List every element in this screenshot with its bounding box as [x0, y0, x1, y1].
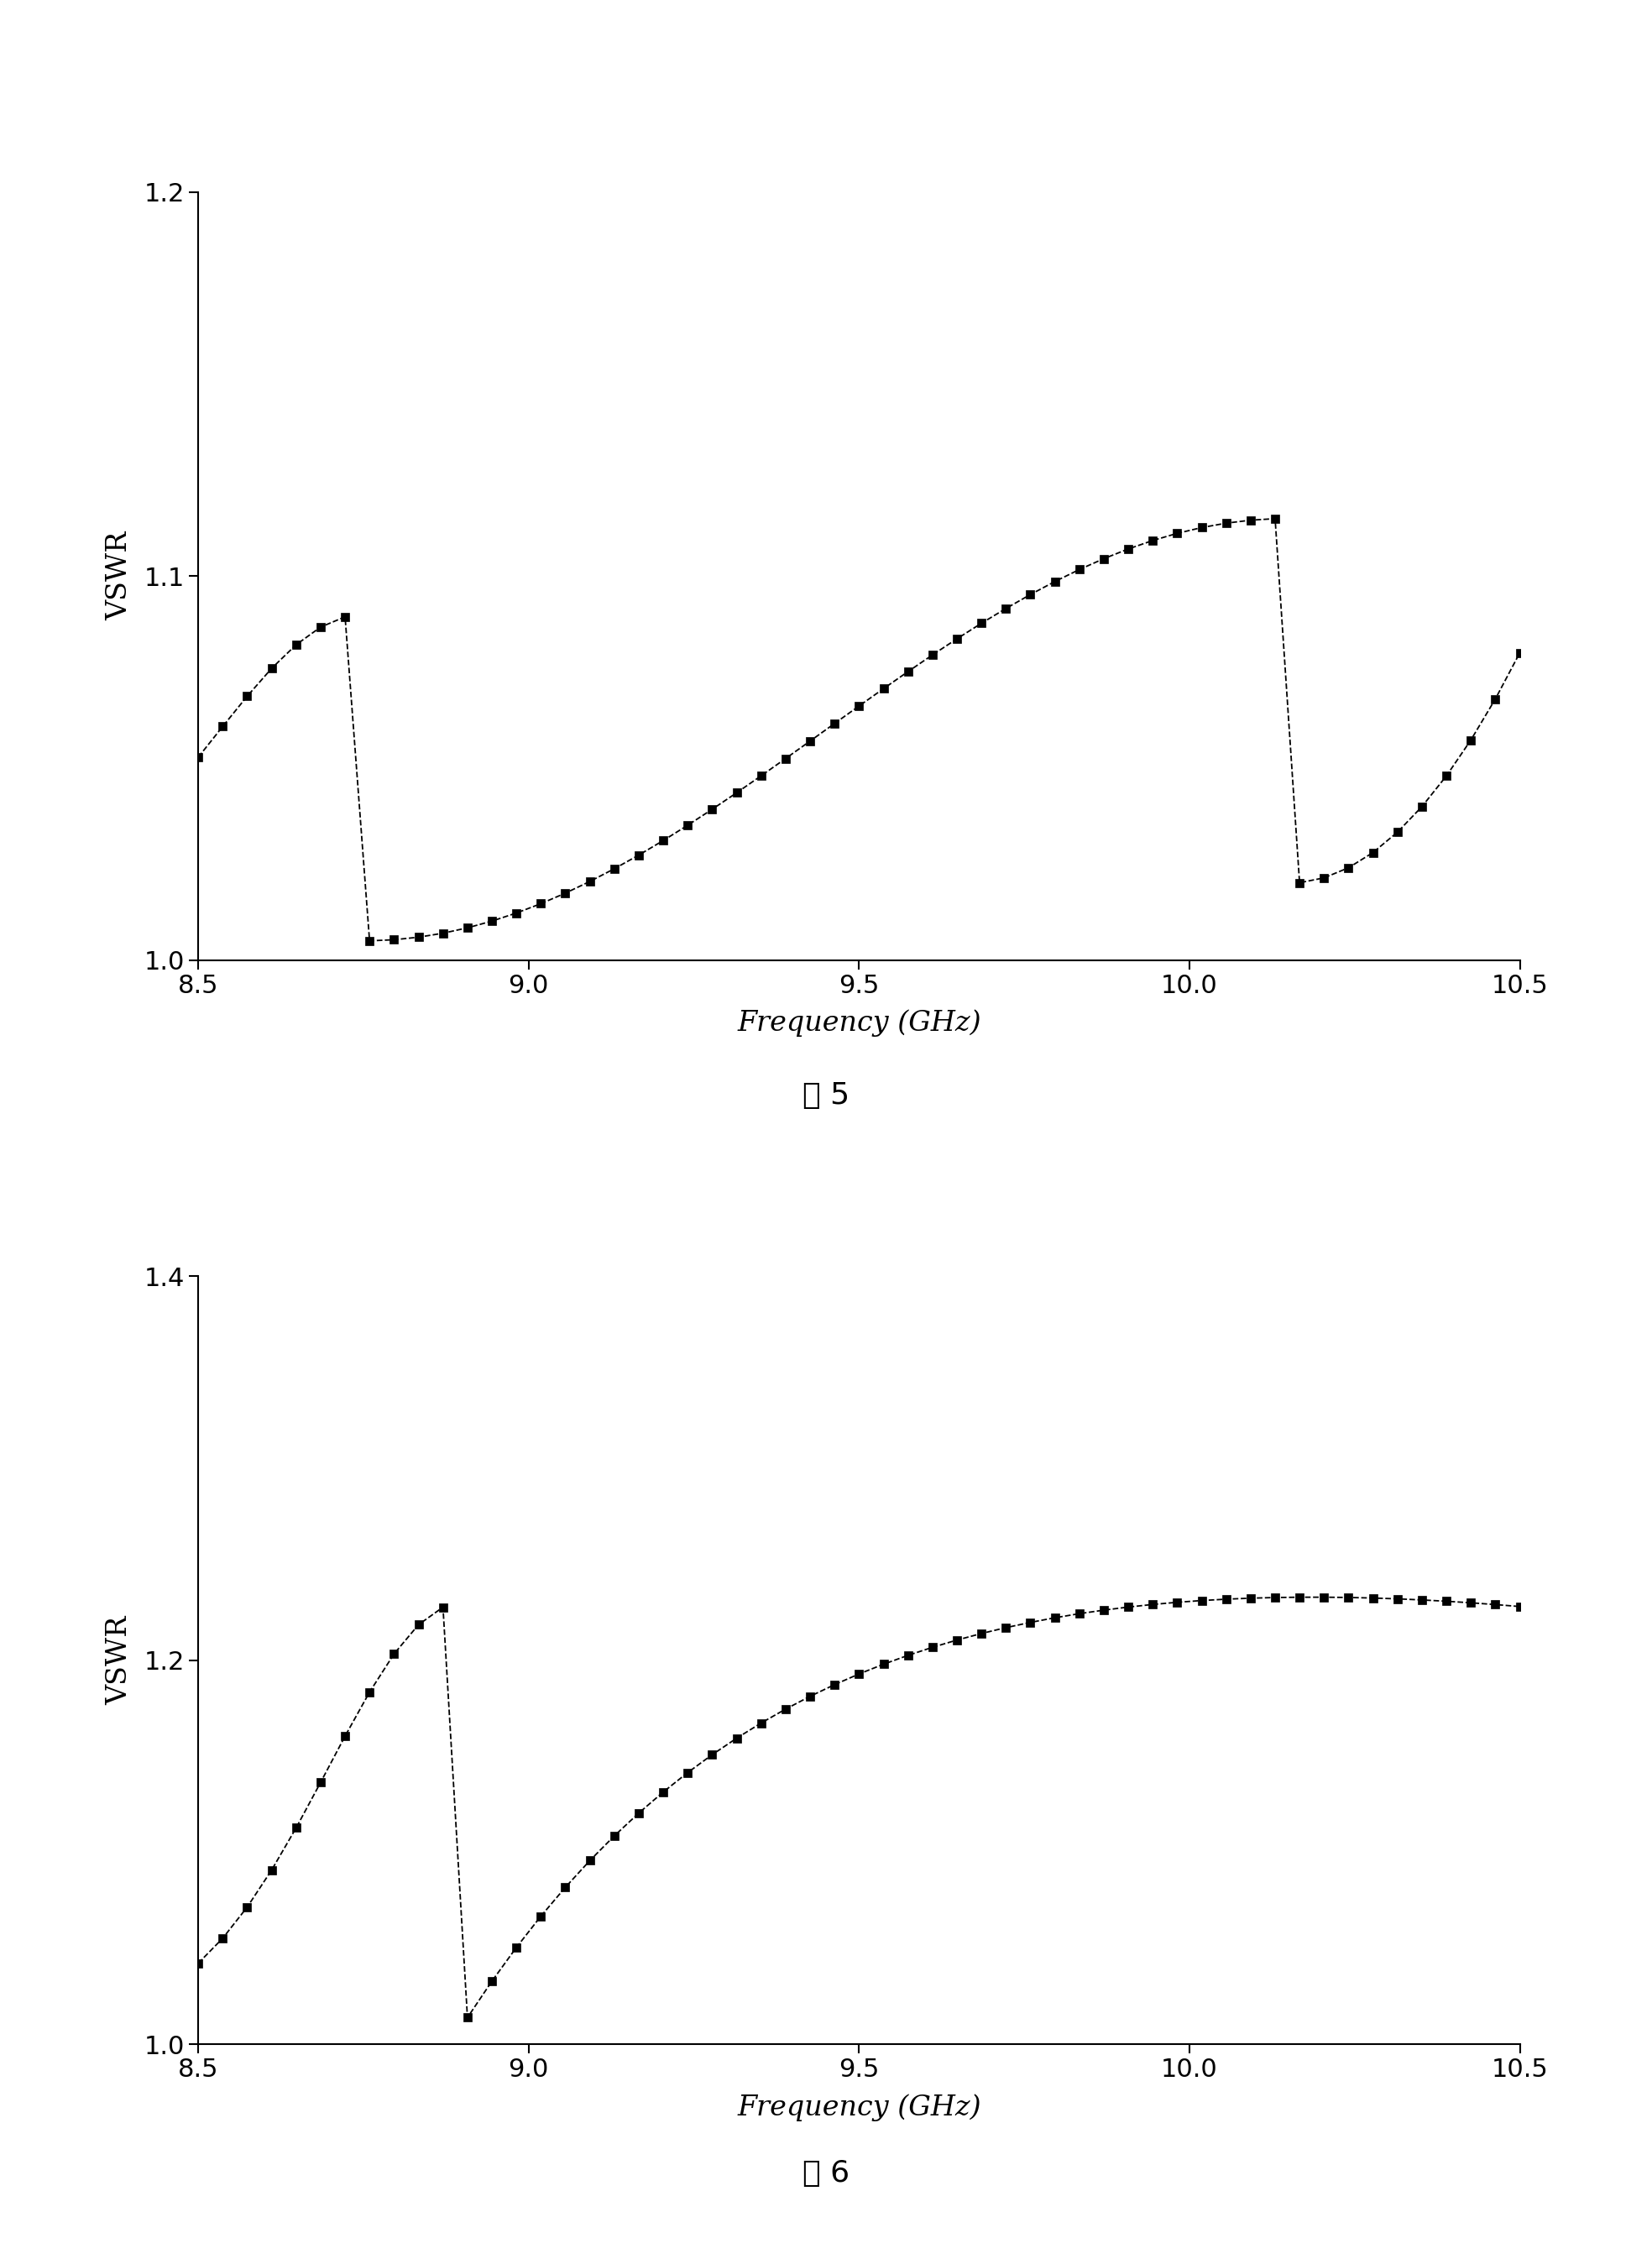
- X-axis label: Frequency (GHz): Frequency (GHz): [737, 2094, 981, 2121]
- Y-axis label: VSWR: VSWR: [106, 531, 132, 621]
- Text: 图 6: 图 6: [803, 2160, 849, 2187]
- Y-axis label: VSWR: VSWR: [106, 1615, 132, 1706]
- Text: 图 5: 图 5: [803, 1082, 849, 1109]
- X-axis label: Frequency (GHz): Frequency (GHz): [737, 1010, 981, 1037]
